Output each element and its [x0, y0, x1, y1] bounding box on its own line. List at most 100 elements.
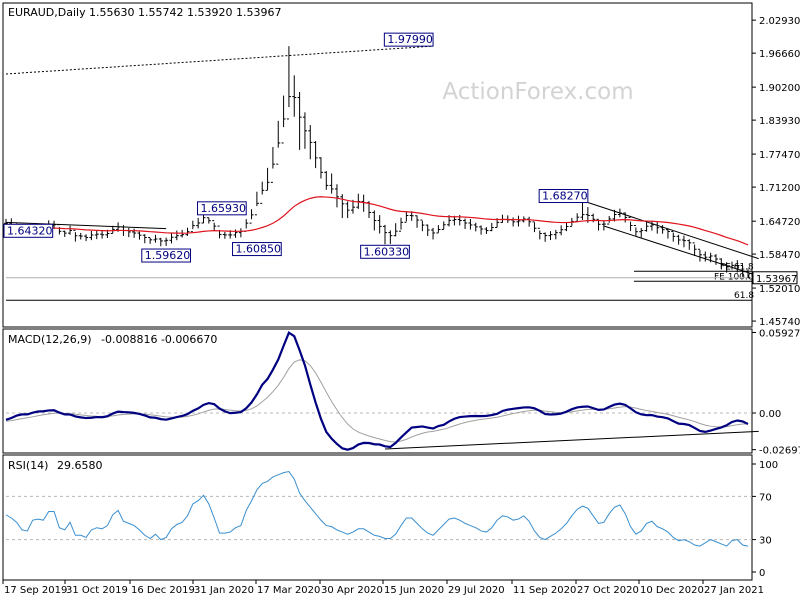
ohlc-bar	[302, 112, 307, 149]
ohlc-bar	[479, 225, 484, 235]
ohlc-bar	[665, 228, 670, 239]
current-price-marker: 1.53967	[752, 271, 798, 285]
x-axis-tick-label: 15 Jun 2020	[384, 585, 444, 596]
ohlc-bar	[436, 225, 441, 234]
ohlc-bar	[244, 219, 249, 232]
ohlc-bar	[260, 181, 265, 204]
rsi-y-tick-label: 70	[759, 492, 772, 503]
ohlc-bar	[164, 237, 169, 246]
ohlc-bar	[324, 171, 329, 190]
channel-trendline	[587, 202, 759, 260]
macd-main-line	[5, 331, 749, 451]
ohlc-bar	[708, 252, 713, 263]
ohlc-bar	[206, 217, 211, 224]
ohlc-bar	[713, 254, 718, 265]
ohlc-bar	[89, 230, 94, 241]
x-axis-tick-label: 29 Jul 2020	[448, 585, 505, 596]
ohlc-bar	[281, 95, 286, 144]
rsi-indicator-value: 29.6580	[57, 459, 103, 472]
ohlc-bar	[100, 230, 105, 239]
ohlc-bar	[746, 268, 750, 279]
ohlc-bar	[500, 214, 505, 223]
ohlc-bar	[671, 231, 676, 242]
ohlc-bar	[484, 227, 489, 234]
ohlc-bar	[340, 194, 345, 219]
ohlc-bar	[377, 215, 382, 234]
ohlc-bar	[201, 214, 206, 224]
price-label-text: 1.64320	[7, 224, 53, 237]
ohlc-bar	[57, 224, 62, 235]
ohlc-bar	[553, 229, 558, 240]
price-label-box	[383, 32, 434, 47]
price-label: 1.59620	[141, 248, 191, 263]
ohlc-bar	[313, 141, 318, 169]
ohlc-bar	[623, 212, 628, 223]
ohlc-bar	[601, 220, 606, 231]
price-y-tick-label: 1.45740	[759, 317, 800, 328]
x-axis-tick-label: 17 Mar 2020	[257, 585, 320, 596]
channel-trendline	[5, 221, 167, 230]
price-label: 1.97990	[383, 32, 434, 47]
ohlc-bar	[238, 228, 243, 238]
ohlc-bar	[393, 223, 398, 237]
ohlc-bar	[196, 217, 201, 229]
ohlc-bar	[350, 199, 355, 214]
price-y-tick-label: 2.02930	[759, 16, 800, 27]
rsi-indicator-title: RSI(14)	[8, 459, 48, 472]
watermark: ActionForex.com	[442, 79, 633, 105]
macd-layer: 0.059272 0.00 -0.026978	[5, 328, 800, 457]
ohlc-bar	[719, 258, 724, 269]
price-header-ohlc: 1.55630 1.55742 1.53920 1.53967	[89, 6, 281, 19]
x-axis-tick-label: 27 Oct 2020	[577, 585, 639, 596]
ohlc-bar	[409, 211, 414, 221]
x-axis-tick-label: 31 Jan 2020	[194, 585, 254, 596]
price-y-tick-label: 1.64720	[759, 217, 800, 228]
ohlc-bar	[174, 230, 179, 241]
price-y-tick-label: 1.83930	[759, 116, 800, 127]
ohlc-bar	[639, 227, 644, 238]
ohlc-bar	[286, 46, 291, 120]
ohlc-bar	[532, 221, 537, 233]
ohlc-bar	[511, 217, 516, 227]
macd-y-tick-label: 0.059272	[759, 328, 800, 339]
ohlc-bar	[297, 91, 302, 150]
dotted-trendline	[5, 45, 434, 75]
rsi-line	[5, 471, 749, 547]
price-y-tick-label: 1.71200	[759, 183, 800, 194]
macd-indicator-values: -0.008816 -0.006670	[101, 333, 217, 346]
price-label: 1.65930	[197, 201, 247, 216]
ohlc-bar	[676, 234, 681, 245]
ohlc-bar	[425, 224, 430, 236]
ohlc-bar	[548, 231, 553, 241]
macd-panel-frame	[2, 328, 753, 454]
ohlc-bar	[681, 235, 686, 248]
price-label-text: 1.60850	[236, 243, 282, 256]
ohlc-bar	[68, 225, 73, 235]
ohlc-bar	[415, 215, 420, 228]
ohlc-bar	[617, 208, 622, 218]
ohlc-bar	[94, 230, 99, 240]
x-axis-tick-label: 30 Apr 2020	[321, 585, 383, 596]
ohlc-bar	[660, 225, 665, 234]
price-y-tick-label: 1.77470	[759, 150, 800, 161]
x-axis-tick-label: 31 Oct 2019	[66, 585, 128, 596]
ohlc-bar	[575, 213, 580, 222]
price-label-box	[360, 244, 410, 259]
ohlc-bar	[372, 210, 377, 231]
ohlc-bar	[740, 264, 745, 277]
price-label-box	[3, 223, 54, 238]
x-axis-tick-label: 11 Sep 2020	[513, 585, 576, 596]
ohlc-bar	[564, 222, 569, 232]
ohlc-bar	[628, 216, 633, 232]
price-label: 1.60850	[232, 242, 282, 257]
ohlc-bar	[84, 234, 89, 242]
fe-level-label: 61.8	[734, 291, 754, 301]
price-y-tick-label: 1.96660	[759, 49, 800, 60]
ohlc-bar	[527, 216, 532, 227]
price-label: 1.68270	[538, 189, 589, 204]
ohlc-bar	[73, 229, 78, 242]
ohlc-bar	[468, 219, 473, 230]
